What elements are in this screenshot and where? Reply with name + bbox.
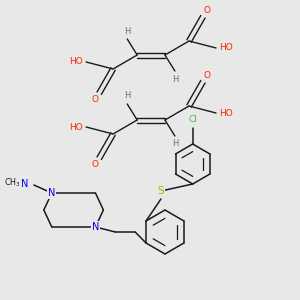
Text: HO: HO [69, 122, 83, 131]
Text: N: N [21, 179, 28, 189]
Text: N: N [48, 188, 56, 198]
Text: HO: HO [69, 58, 83, 67]
Text: H: H [172, 74, 178, 83]
Text: O: O [203, 6, 210, 15]
Text: S: S [158, 186, 164, 196]
Text: H: H [172, 140, 178, 148]
Text: HO: HO [219, 44, 233, 52]
Text: CH$_3$: CH$_3$ [4, 177, 21, 189]
Text: O: O [92, 160, 99, 169]
Text: H: H [124, 92, 130, 100]
Text: O: O [203, 71, 210, 80]
Text: N: N [92, 222, 99, 232]
Text: Cl: Cl [188, 116, 197, 124]
Text: H: H [124, 26, 130, 35]
Text: HO: HO [219, 109, 233, 118]
Text: O: O [92, 95, 99, 104]
